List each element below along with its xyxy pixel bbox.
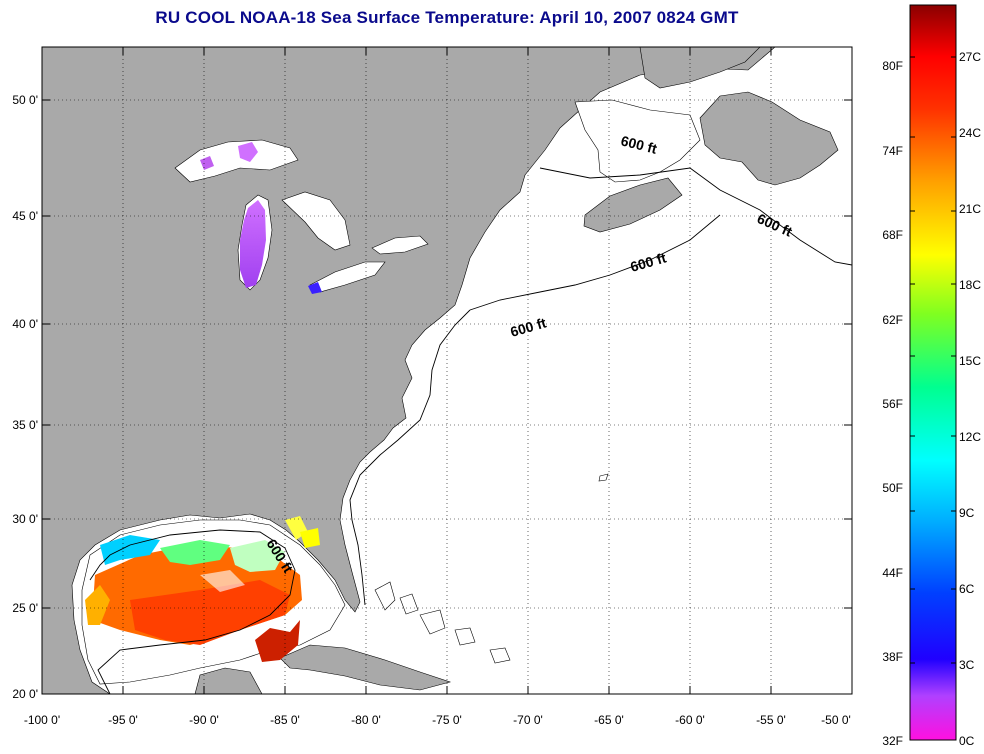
great-lakes (174, 139, 429, 294)
tick-marks (41, 47, 853, 695)
lake-erie-sst (308, 282, 322, 294)
lake-superior-sst-2 (200, 156, 214, 170)
colorbar-c-label: 27C (959, 50, 981, 64)
labrador-land (639, 47, 761, 89)
lake-erie (309, 261, 386, 293)
lon-tick-label: -70 0' (513, 713, 543, 727)
gulf-sst-swath (85, 516, 320, 662)
colorbar-c-label: 0C (959, 734, 975, 748)
colorbar-f-label: 80F (882, 59, 903, 73)
colorbar-f-label: 50F (882, 481, 903, 495)
contour-new-england (469, 214, 721, 311)
lat-tick-label: 35 0' (12, 418, 38, 432)
lon-tick-label: -50 0' (821, 713, 851, 727)
map-panel: 600 ft 600 ft 600 ft 600 ft 600 ft (42, 47, 852, 694)
lon-tick-label: -55 0' (756, 713, 786, 727)
contour-gulf (89, 529, 296, 694)
colorbar-f-label: 44F (882, 566, 903, 580)
colorbar-f-label: 74F (882, 144, 903, 158)
colorbar-c-label: 9C (959, 506, 975, 520)
lon-tick-label: -60 0' (675, 713, 705, 727)
lake-ontario (371, 235, 429, 255)
lake-michigan-sst (240, 200, 266, 288)
lon-tick-label: -65 0' (594, 713, 624, 727)
colorbar-c-label: 18C (959, 278, 981, 292)
lat-tick-label: 40 0' (12, 317, 38, 331)
colorbar-c-label: 3C (959, 658, 975, 672)
shelf-contours (89, 167, 852, 694)
lake-superior (174, 139, 299, 183)
cuba-land (279, 644, 452, 691)
lon-tick-label: -90 0' (189, 713, 219, 727)
celsius-labels: 27C 24C 21C 18C 15C 12C 9C 6C 3C 0C (959, 50, 981, 748)
colorbar: 80F 74F 68F 62F 56F 50F 44F 38F 32F 27C … (882, 4, 981, 748)
latitude-labels: 50 0' 45 0' 40 0' 35 0' 30 0' 25 0' 20 0… (12, 93, 38, 701)
longitude-labels: -100 0' -95 0' -90 0' -85 0' -80 0' -75 … (24, 713, 851, 727)
nova-scotia-land (583, 177, 683, 233)
contour-mid-atlantic (349, 309, 471, 606)
north-america-land (42, 47, 776, 694)
yucatan-land (194, 667, 263, 694)
bahamas-islands (374, 473, 609, 664)
fahrenheit-labels: 80F 74F 68F 62F 56F 50F 44F 38F 32F (882, 59, 903, 748)
lat-tick-label: 30 0' (12, 512, 38, 526)
colorbar-c-label: 6C (959, 582, 975, 596)
lon-tick-label: -95 0' (108, 713, 138, 727)
colorbar-ticks (910, 56, 956, 664)
colorbar-f-label: 56F (882, 397, 903, 411)
lat-tick-label: 50 0' (12, 93, 38, 107)
lon-tick-label: -100 0' (24, 713, 60, 727)
lat-tick-label: 20 0' (12, 687, 38, 701)
lake-huron (281, 191, 351, 251)
graticule (42, 47, 852, 694)
lon-tick-label: -80 0' (351, 713, 381, 727)
colorbar-c-label: 15C (959, 354, 981, 368)
colorbar-c-label: 12C (959, 430, 981, 444)
contour-northeast (539, 167, 852, 266)
colorbar-f-label: 62F (882, 313, 903, 327)
colorbar-f-label: 38F (882, 650, 903, 664)
lat-tick-label: 25 0' (12, 601, 38, 615)
colorbar-scale (909, 4, 957, 741)
colorbar-f-label: 68F (882, 228, 903, 242)
colorbar-c-label: 24C (959, 126, 981, 140)
colorbar-c-label: 21C (959, 202, 981, 216)
lon-tick-label: -85 0' (270, 713, 300, 727)
newfoundland-land (699, 91, 839, 186)
map-title: RU COOL NOAA-18 Sea Surface Temperature:… (155, 8, 739, 27)
lon-tick-label: -75 0' (432, 713, 462, 727)
lat-tick-label: 45 0' (12, 209, 38, 223)
colorbar-f-label: 32F (882, 734, 903, 748)
lake-superior-sst (238, 142, 258, 162)
